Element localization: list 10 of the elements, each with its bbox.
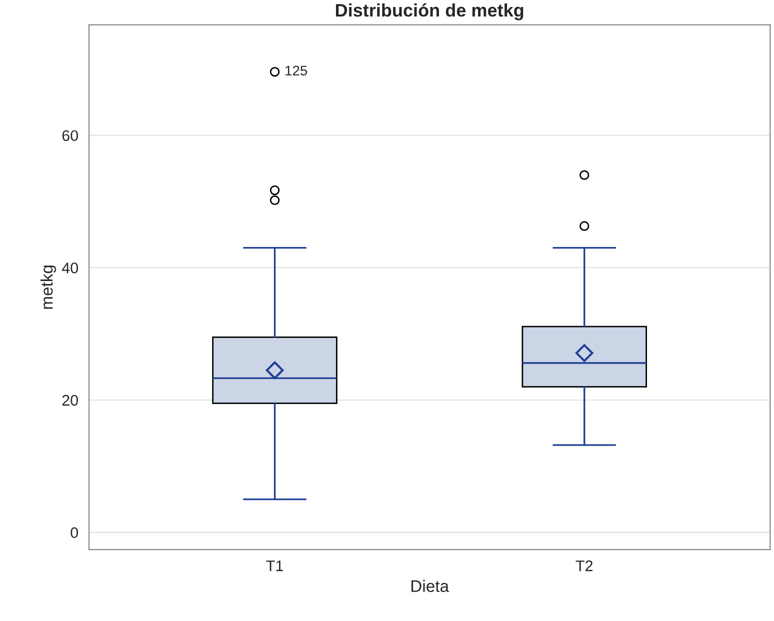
y-tick-label: 60 bbox=[62, 130, 78, 142]
y-axis-title: metkg bbox=[40, 266, 56, 309]
x-axis-title: Dieta bbox=[411, 580, 450, 592]
y-tick-label: 20 bbox=[62, 394, 78, 406]
y-tick-label: 0 bbox=[70, 527, 78, 538]
y-tick-label: 40 bbox=[62, 262, 78, 274]
chart-title: Distribución de metkg bbox=[336, 3, 524, 20]
annotation: 125 bbox=[286, 66, 308, 76]
x-tick-label: T1 bbox=[266, 560, 283, 572]
x-tick-label: T2 bbox=[576, 560, 593, 572]
